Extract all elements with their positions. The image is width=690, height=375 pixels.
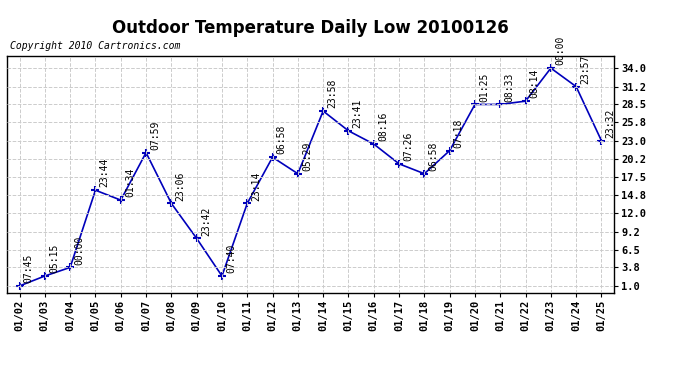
Text: 00:00: 00:00 — [75, 235, 84, 265]
Text: 07:59: 07:59 — [150, 120, 160, 150]
Text: 01:25: 01:25 — [479, 72, 489, 102]
Text: 06:58: 06:58 — [277, 125, 287, 154]
Text: 23:58: 23:58 — [327, 79, 337, 108]
Text: 23:42: 23:42 — [201, 206, 211, 236]
Text: 23:44: 23:44 — [99, 158, 110, 188]
Text: 23:14: 23:14 — [251, 171, 262, 201]
Text: 05:29: 05:29 — [302, 141, 312, 171]
Text: 08:14: 08:14 — [530, 69, 540, 98]
Text: 23:57: 23:57 — [580, 54, 591, 84]
Text: 01:34: 01:34 — [125, 168, 135, 197]
Text: 07:40: 07:40 — [226, 244, 236, 273]
Text: Outdoor Temperature Daily Low 20100126: Outdoor Temperature Daily Low 20100126 — [112, 19, 509, 37]
Text: Copyright 2010 Cartronics.com: Copyright 2010 Cartronics.com — [10, 41, 181, 51]
Text: 05:15: 05:15 — [49, 244, 59, 273]
Text: 06:58: 06:58 — [428, 141, 439, 171]
Text: 07:45: 07:45 — [23, 254, 34, 283]
Text: 08:16: 08:16 — [378, 112, 388, 141]
Text: 23:32: 23:32 — [606, 109, 615, 138]
Text: 23:06: 23:06 — [175, 171, 186, 201]
Text: 23:41: 23:41 — [353, 99, 363, 128]
Text: 08:33: 08:33 — [504, 72, 515, 102]
Text: 07:26: 07:26 — [403, 132, 413, 161]
Text: 07:18: 07:18 — [454, 118, 464, 148]
Text: 00:00: 00:00 — [555, 36, 565, 65]
